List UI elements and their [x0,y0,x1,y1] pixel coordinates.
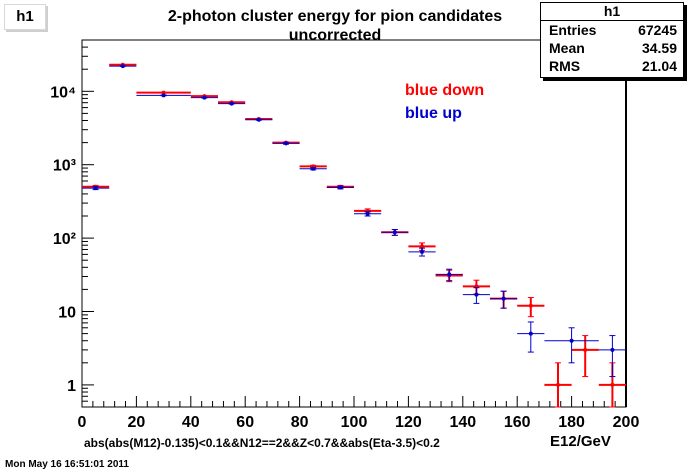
data-point-marker [284,141,288,146]
x-tick-label: 160 [504,414,531,431]
stats-label: RMS [549,58,581,74]
x-tick-label: 200 [613,414,640,431]
data-point-marker [202,95,207,100]
y-tick-label: 10³ [53,158,76,175]
data-point-marker [338,185,343,190]
data-point-marker [256,117,261,122]
stats-box-title: h1 [541,3,683,21]
data-point-marker [474,292,479,297]
data-point-marker [311,166,316,171]
x-tick-label: 80 [291,414,309,431]
x-tick-label: 120 [395,414,422,431]
data-point-marker [93,186,98,191]
x-tick-label: 20 [128,414,146,431]
chart-title: 2-photon cluster energy for pion candida… [160,7,510,45]
date-stamp: Mon May 16 16:51:01 2011 [5,459,129,470]
selection-cut-text: abs(abs(M12)-0.135)<0.1&&N12==2&&Z<0.7&&… [84,436,440,450]
y-tick-label: 10 [58,305,76,322]
data-point-marker [610,382,615,387]
stats-row-mean: Mean 34.59 [541,39,683,57]
data-point-marker [161,90,166,95]
stats-label: Entries [549,22,597,38]
x-tick-label: 0 [78,414,87,431]
data-point-marker [392,230,397,235]
data-point-marker [569,338,574,343]
x-axis-label: E12/GeV [550,433,611,450]
data-point-marker [501,296,506,301]
stats-value: 34.59 [641,40,677,56]
x-tick-label: 180 [558,414,585,431]
data-point-marker [161,93,166,98]
data-point-marker [610,347,615,352]
data-point-marker [528,303,533,308]
x-tick-label: 100 [341,414,368,431]
data-point-marker [447,272,452,277]
stats-box: h1 Entries 67245 Mean 34.59 RMS 21.04 [540,2,684,78]
data-point-marker [365,211,370,216]
x-tick-label: 40 [182,414,200,431]
data-point-marker [229,101,234,106]
chart-title-line2: uncorrected [288,27,382,44]
x-tick-label: 140 [449,414,476,431]
stats-value: 67245 [638,22,677,38]
data-point-marker [583,347,588,352]
y-tick-label: 10² [53,231,76,248]
data-point-marker [420,249,424,254]
data-point-marker [556,382,560,387]
chart-title-line1: 2-photon cluster energy for pion candida… [167,8,503,25]
data-point-marker [420,244,424,249]
histogram-name-tag: h1 [4,4,46,30]
stats-label: Mean [549,40,585,56]
stats-row-rms: RMS 21.04 [541,57,683,75]
x-tick-label: 60 [236,414,254,431]
stats-value: 21.04 [641,58,677,74]
stats-row-entries: Entries 67245 [541,21,683,39]
legend-entry-blue-up: blue up [405,105,462,122]
y-tick-label: 10⁴ [50,84,76,101]
data-point-marker [120,64,125,69]
y-tick-label: 1 [67,378,76,395]
legend-entry-blue-down: blue down [405,82,485,99]
data-point-marker [528,331,533,336]
